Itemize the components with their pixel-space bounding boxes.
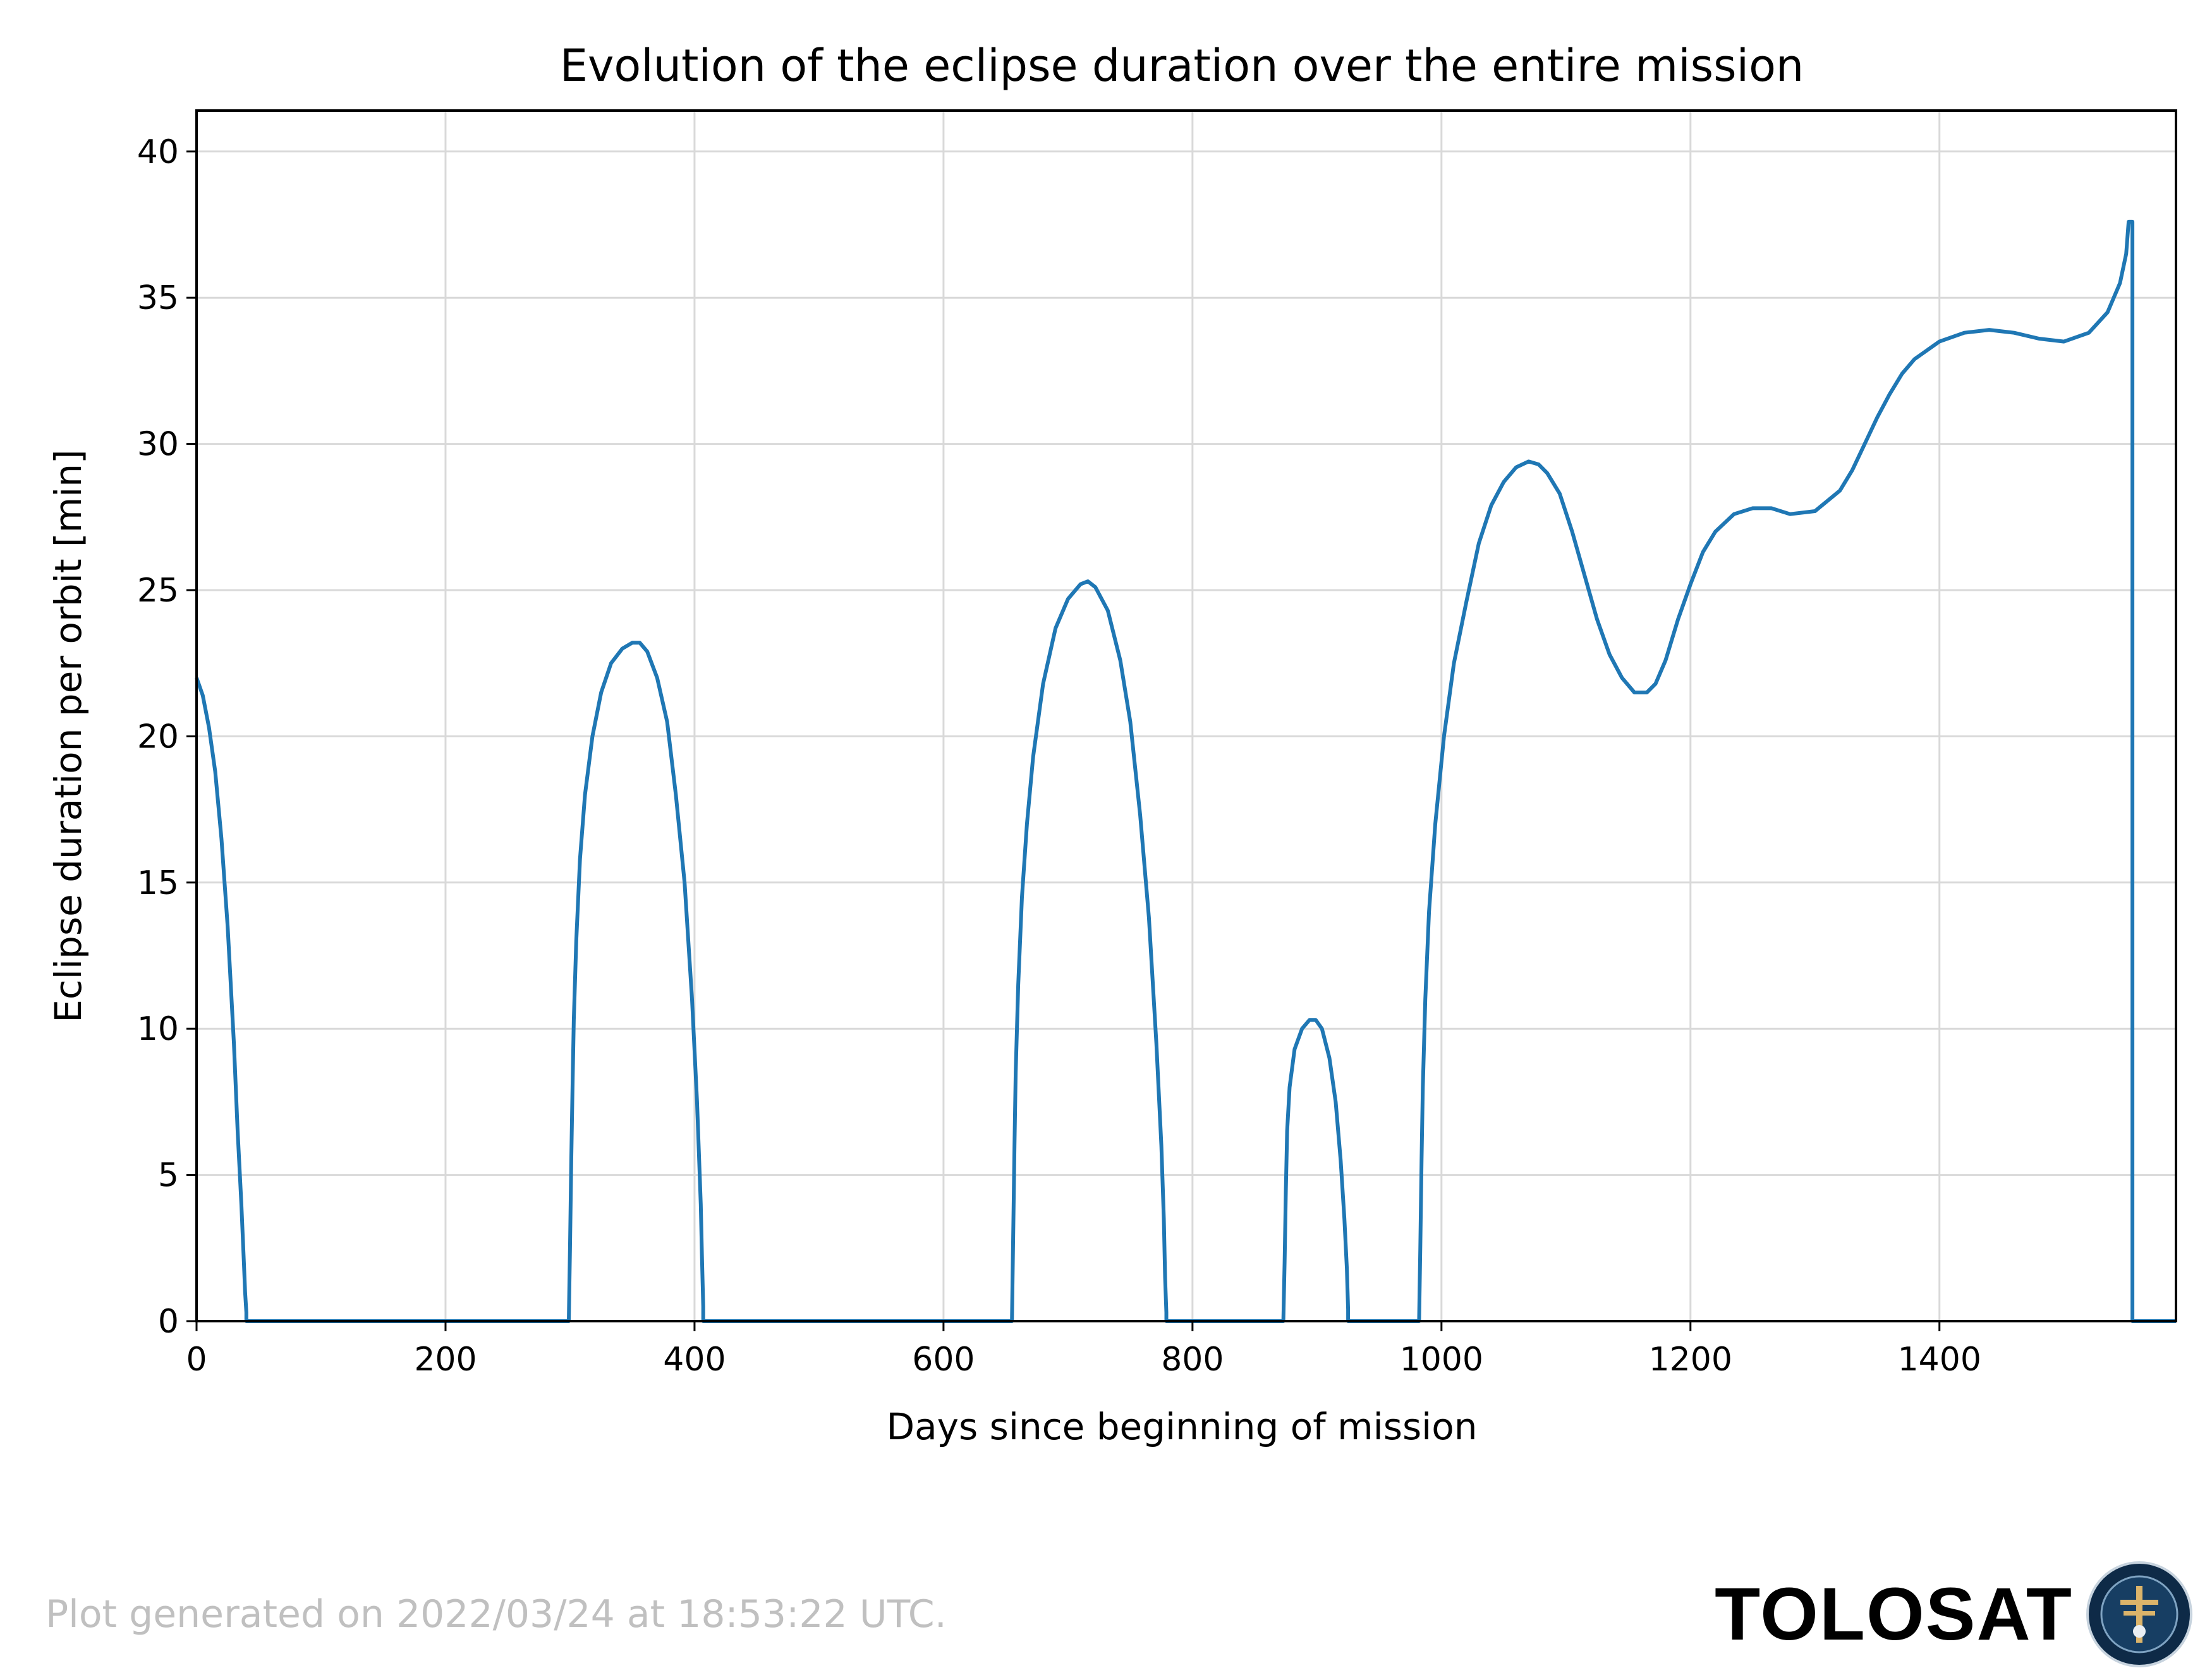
x-tick-label: 1000 <box>1400 1341 1483 1379</box>
x-tick-label: 1200 <box>1649 1341 1732 1379</box>
axes-frame <box>195 109 2177 1322</box>
y-tick-label: 35 <box>137 279 179 317</box>
x-tick-label: 600 <box>912 1341 975 1379</box>
series-line-eclipse-duration <box>195 219 2176 1323</box>
brand-wordmark: TOLOSAT <box>1715 1573 2073 1656</box>
x-tick-label: 800 <box>1161 1341 1224 1379</box>
y-tick-label: 40 <box>137 133 179 171</box>
x-tick-label: 1400 <box>1898 1341 1981 1379</box>
chart-title: Evolution of the eclipse duration over t… <box>560 40 1804 92</box>
generated-timestamp-note: Plot generated on 2022/03/24 at 18:53:22… <box>46 1592 947 1636</box>
y-tick-label: 25 <box>137 572 179 610</box>
y-tick-label: 15 <box>137 864 179 902</box>
x-tick-label: 400 <box>663 1341 726 1379</box>
x-axis-ticks: 0 200 400 600 800 1000 1200 1400 <box>186 1321 1981 1379</box>
x-tick-label: 0 <box>186 1341 207 1379</box>
plot-area <box>195 219 2176 1323</box>
tolosat-mission-logo <box>2086 1561 2192 1667</box>
x-axis-label: Days since beginning of mission <box>886 1405 1477 1448</box>
y-tick-label: 5 <box>158 1157 179 1195</box>
y-tick-label: 30 <box>137 426 179 464</box>
y-axis-label: Eclipse duration per orbit [min] <box>47 449 90 1022</box>
grid-lines <box>195 111 2176 1322</box>
y-tick-label: 0 <box>158 1303 179 1341</box>
x-tick-label: 200 <box>414 1341 477 1379</box>
y-axis-ticks: 0 5 10 15 20 25 30 35 40 <box>137 133 197 1341</box>
y-tick-label: 10 <box>137 1010 179 1048</box>
y-tick-label: 20 <box>137 718 179 756</box>
